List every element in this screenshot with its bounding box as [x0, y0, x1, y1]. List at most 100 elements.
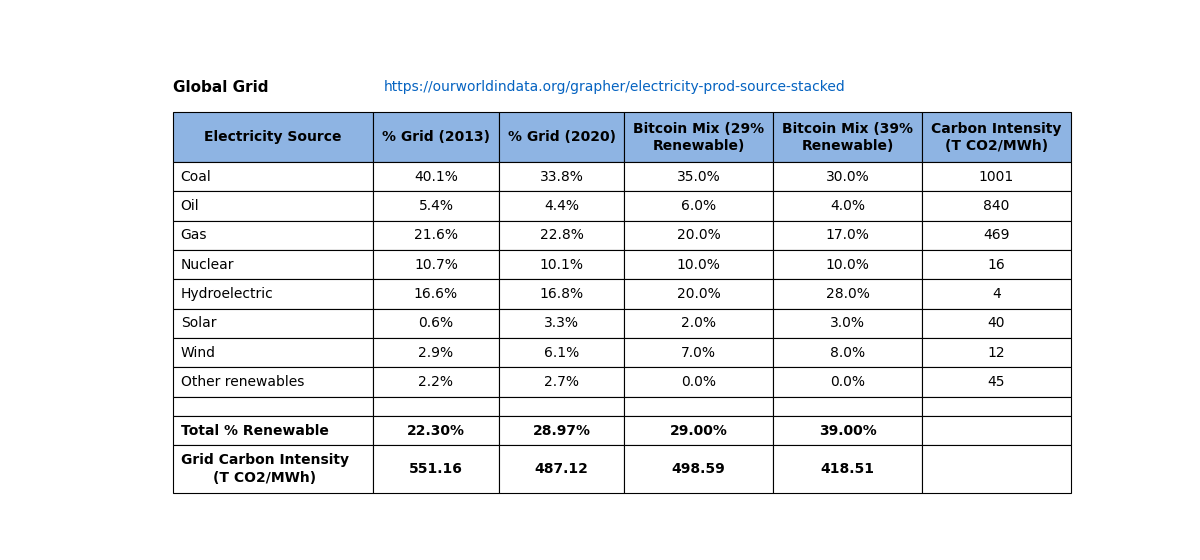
Text: 418.51: 418.51	[821, 462, 875, 476]
Bar	[173, 221, 373, 250]
Bar	[624, 416, 773, 445]
Text: 17.0%: 17.0%	[826, 228, 870, 242]
Text: 45: 45	[988, 375, 1006, 389]
Text: Grid Carbon Intensity
(T CO2/MWh): Grid Carbon Intensity (T CO2/MWh)	[181, 454, 349, 485]
Bar	[624, 162, 773, 192]
Text: 40: 40	[988, 316, 1006, 330]
Bar	[173, 162, 373, 192]
Bar	[624, 279, 773, 309]
Text: 20.0%: 20.0%	[677, 287, 720, 301]
Text: 4.4%: 4.4%	[544, 199, 580, 213]
Text: 0.0%: 0.0%	[830, 375, 865, 389]
Text: 28.97%: 28.97%	[533, 424, 590, 438]
Bar	[173, 192, 373, 221]
Text: 2.2%: 2.2%	[419, 375, 454, 389]
Text: 7.0%: 7.0%	[682, 346, 716, 360]
Bar	[499, 113, 624, 162]
Bar	[773, 250, 922, 279]
Bar	[922, 192, 1070, 221]
Bar	[373, 162, 499, 192]
Bar	[499, 396, 624, 416]
Bar	[773, 113, 922, 162]
Text: Oil: Oil	[181, 199, 199, 213]
Text: 22.8%: 22.8%	[540, 228, 583, 242]
Bar	[373, 338, 499, 367]
Bar	[499, 221, 624, 250]
Bar	[173, 250, 373, 279]
Bar	[499, 338, 624, 367]
Text: 498.59: 498.59	[672, 462, 726, 476]
Bar	[499, 367, 624, 396]
Bar	[373, 367, 499, 396]
Text: 6.0%: 6.0%	[682, 199, 716, 213]
Bar	[173, 309, 373, 338]
Bar	[173, 416, 373, 445]
Text: 21.6%: 21.6%	[414, 228, 458, 242]
Text: Solar: Solar	[181, 316, 216, 330]
Bar	[773, 192, 922, 221]
Text: 840: 840	[983, 199, 1009, 213]
Bar	[373, 416, 499, 445]
Text: 12: 12	[988, 346, 1006, 360]
Text: 16: 16	[988, 258, 1006, 272]
Bar	[173, 338, 373, 367]
Text: 2.0%: 2.0%	[682, 316, 716, 330]
Bar	[922, 445, 1070, 493]
Text: Carbon Intensity
(T CO2/MWh): Carbon Intensity (T CO2/MWh)	[931, 122, 1062, 153]
Text: 4: 4	[992, 287, 1001, 301]
Bar	[773, 396, 922, 416]
Text: Coal: Coal	[181, 170, 211, 184]
Bar	[624, 338, 773, 367]
Bar	[499, 445, 624, 493]
Text: Other renewables: Other renewables	[181, 375, 304, 389]
Text: 1001: 1001	[979, 170, 1014, 184]
Text: 22.30%: 22.30%	[407, 424, 464, 438]
Bar	[922, 309, 1070, 338]
Text: Electricity Source: Electricity Source	[204, 130, 342, 144]
Bar	[173, 113, 373, 162]
Text: Total % Renewable: Total % Renewable	[181, 424, 329, 438]
Bar	[922, 250, 1070, 279]
Bar	[624, 250, 773, 279]
Text: 40.1%: 40.1%	[414, 170, 458, 184]
Bar	[922, 367, 1070, 396]
Bar	[373, 192, 499, 221]
Text: 3.0%: 3.0%	[830, 316, 865, 330]
Text: 3.3%: 3.3%	[544, 316, 580, 330]
Bar	[922, 416, 1070, 445]
Bar	[373, 250, 499, 279]
Bar	[773, 445, 922, 493]
Bar	[922, 338, 1070, 367]
Text: 8.0%: 8.0%	[830, 346, 865, 360]
Text: 4.0%: 4.0%	[830, 199, 865, 213]
Bar	[373, 279, 499, 309]
Text: 33.8%: 33.8%	[540, 170, 583, 184]
Bar	[922, 221, 1070, 250]
Text: % Grid (2020): % Grid (2020)	[508, 130, 616, 144]
Bar	[773, 162, 922, 192]
Bar	[922, 396, 1070, 416]
Bar	[499, 250, 624, 279]
Text: 10.0%: 10.0%	[826, 258, 870, 272]
Bar	[173, 445, 373, 493]
Bar	[624, 309, 773, 338]
Bar	[373, 113, 499, 162]
Text: 0.0%: 0.0%	[682, 375, 716, 389]
Text: 551.16: 551.16	[409, 462, 463, 476]
Text: 10.7%: 10.7%	[414, 258, 458, 272]
Text: 0.6%: 0.6%	[419, 316, 454, 330]
Text: 28.0%: 28.0%	[826, 287, 870, 301]
Bar	[499, 416, 624, 445]
Text: 10.1%: 10.1%	[540, 258, 583, 272]
Bar	[499, 309, 624, 338]
Bar	[773, 338, 922, 367]
Text: Global Grid: Global Grid	[173, 80, 269, 95]
Text: 469: 469	[983, 228, 1009, 242]
Text: Wind: Wind	[181, 346, 216, 360]
Bar	[373, 309, 499, 338]
Bar	[624, 445, 773, 493]
Text: 16.8%: 16.8%	[540, 287, 583, 301]
Bar	[922, 279, 1070, 309]
Bar	[922, 113, 1070, 162]
Text: 10.0%: 10.0%	[677, 258, 721, 272]
